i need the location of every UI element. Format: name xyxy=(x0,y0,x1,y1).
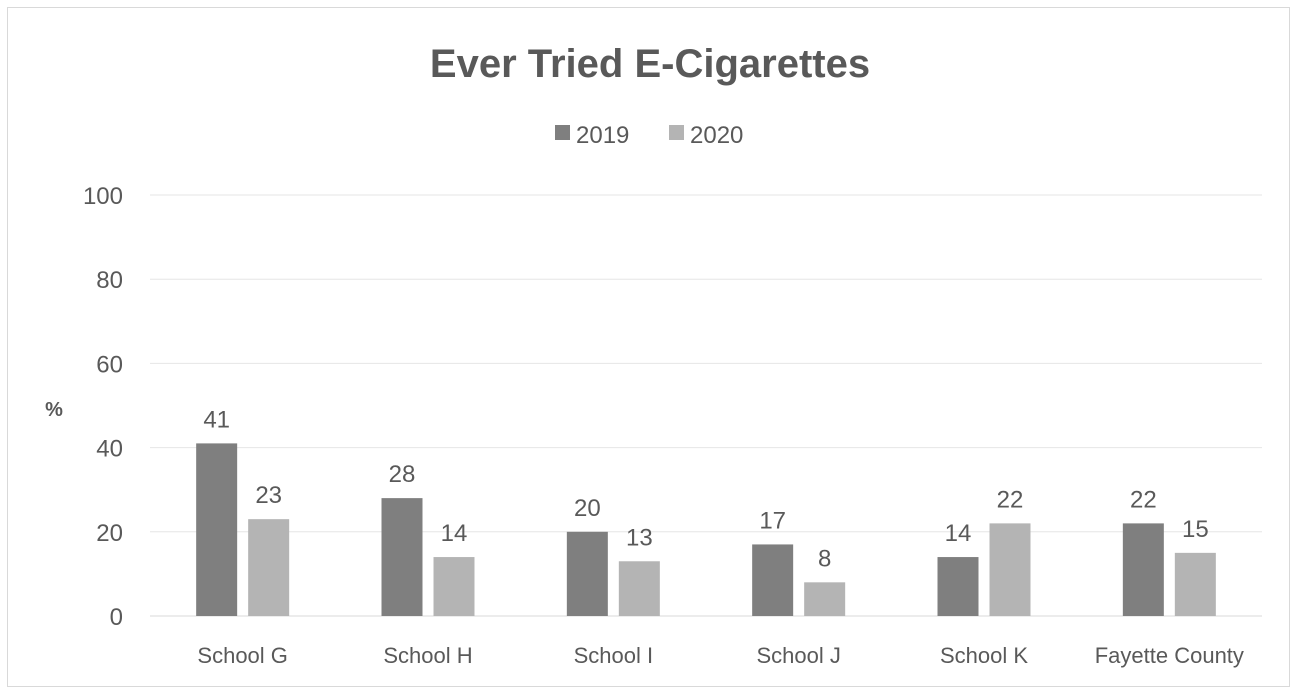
x-axis-ticks: School G School H School I School J School K… xyxy=(197,643,1244,668)
y-tick-label: 0 xyxy=(110,604,123,631)
x-tick-label: School I xyxy=(574,643,654,668)
bar-2020 xyxy=(990,523,1031,616)
legend-label: 2020 xyxy=(690,122,743,149)
bar-2019 xyxy=(938,557,979,616)
x-tick-label: School H xyxy=(383,643,472,668)
bar-2019 xyxy=(752,544,793,616)
bar-2019 xyxy=(567,532,608,616)
data-label: 20 xyxy=(574,495,601,522)
data-label: 14 xyxy=(441,520,468,547)
y-tick-label: 80 xyxy=(96,267,123,294)
x-tick-label: School G xyxy=(197,643,288,668)
legend-swatch-2020 xyxy=(669,125,684,140)
x-tick-label: School K xyxy=(940,643,1028,668)
bar-2020 xyxy=(248,519,289,616)
data-labels: 41 23 28 14 20 13 17 8 14 22 22 15 xyxy=(203,406,1208,572)
x-tick-label: School J xyxy=(756,643,840,668)
data-label: 13 xyxy=(626,524,653,551)
y-tick-label: 20 xyxy=(96,520,123,547)
chart-title: Ever Tried E-Cigarettes xyxy=(430,42,870,86)
y-tick-label: 40 xyxy=(96,436,123,463)
data-label: 8 xyxy=(818,545,831,572)
y-tick-label: 100 xyxy=(83,183,123,210)
data-label: 15 xyxy=(1182,516,1209,543)
legend: 2019 2020 xyxy=(555,122,743,149)
x-tick-label: Fayette County xyxy=(1095,643,1244,668)
bar-2020 xyxy=(1175,553,1216,616)
y-axis-label: % xyxy=(45,399,63,421)
data-label: 41 xyxy=(203,406,230,433)
bar-2020 xyxy=(804,582,845,616)
bar-2019 xyxy=(1123,523,1164,616)
bar-2020 xyxy=(619,561,660,616)
legend-swatch-2019 xyxy=(555,125,570,140)
y-axis-ticks: 0 20 40 60 80 100 xyxy=(83,183,123,631)
y-tick-label: 60 xyxy=(96,351,123,378)
legend-label: 2019 xyxy=(576,122,629,149)
data-label: 22 xyxy=(1130,486,1157,513)
data-label: 23 xyxy=(255,482,282,509)
bars xyxy=(196,443,1216,616)
data-label: 17 xyxy=(759,507,786,534)
bar-2020 xyxy=(434,557,475,616)
data-label: 28 xyxy=(389,461,416,488)
gridlines xyxy=(150,195,1262,616)
data-label: 14 xyxy=(945,520,972,547)
bar-2019 xyxy=(382,498,423,616)
bar-2019 xyxy=(196,443,237,616)
data-label: 22 xyxy=(997,486,1024,513)
